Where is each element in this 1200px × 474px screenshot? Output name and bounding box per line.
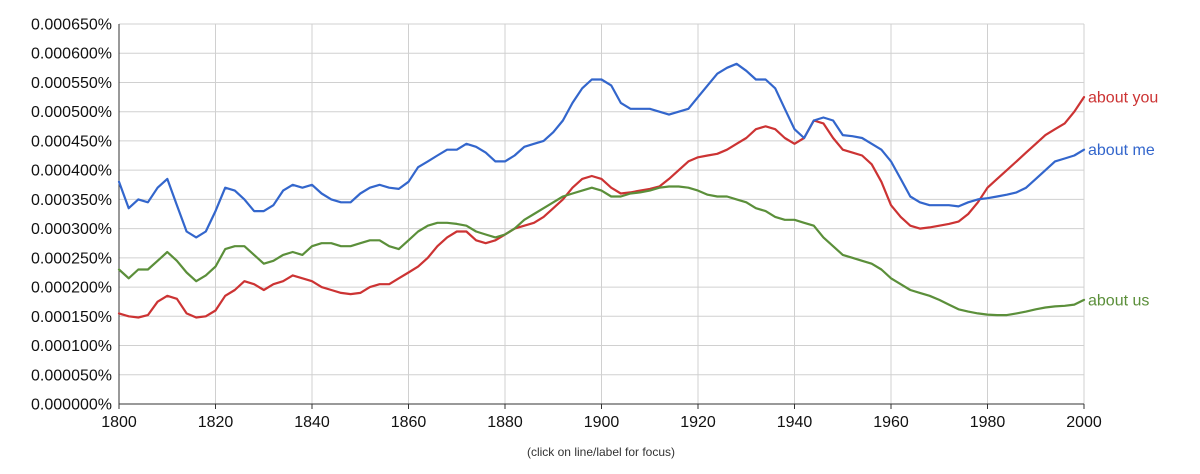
x-tick-label: 2000 [1066, 414, 1102, 431]
grid-layer [118, 23, 1085, 404]
x-tick-label: 1960 [873, 414, 909, 431]
series-line-about-me[interactable] [117, 62, 1086, 239]
x-tick-label: 1900 [584, 414, 620, 431]
axis-layer: 0.000000% 0.000050% 0.000100% 0.000150% 0.00… [31, 17, 1102, 432]
label-layer: about you about me about us [1088, 90, 1158, 310]
y-tick-label: 0.000150% [31, 309, 112, 326]
y-tick-label: 0.000200% [31, 280, 112, 297]
y-tick-label: 0.000350% [31, 192, 112, 209]
y-tick-label: 0.000250% [31, 250, 112, 267]
x-tick-label: 1840 [294, 414, 330, 431]
y-tick-label: 0.000400% [31, 163, 112, 180]
series-layer [117, 62, 1086, 319]
x-tick-label: 1820 [198, 414, 234, 431]
x-tick-label: 1860 [391, 414, 427, 431]
y-tick-label: 0.000300% [31, 221, 112, 238]
y-tick-label: 0.000650% [31, 17, 112, 34]
x-tick-label: 1920 [680, 414, 716, 431]
y-tick-label: 0.000100% [31, 338, 112, 355]
series-label-about-us[interactable]: about us [1088, 292, 1149, 309]
y-tick-label: 0.000050% [31, 367, 112, 384]
x-tick-label: 1800 [101, 414, 137, 431]
series-label-about-me[interactable]: about me [1088, 142, 1155, 159]
focus-hint: (click on line/label for focus) [527, 445, 675, 459]
y-tick-label: 0.000600% [31, 46, 112, 63]
series-line-about-us[interactable] [117, 185, 1086, 317]
x-tick-label: 1880 [487, 414, 523, 431]
y-tick-label: 0.000000% [31, 397, 112, 414]
y-tick-label: 0.000500% [31, 104, 112, 121]
x-tick-label: 1980 [970, 414, 1006, 431]
y-tick-label: 0.000550% [31, 75, 112, 92]
y-tick-label: 0.000450% [31, 133, 112, 150]
series-label-about-you[interactable]: about you [1088, 90, 1158, 107]
series-line-about-you[interactable] [117, 96, 1086, 319]
x-tick-label: 1940 [777, 414, 813, 431]
